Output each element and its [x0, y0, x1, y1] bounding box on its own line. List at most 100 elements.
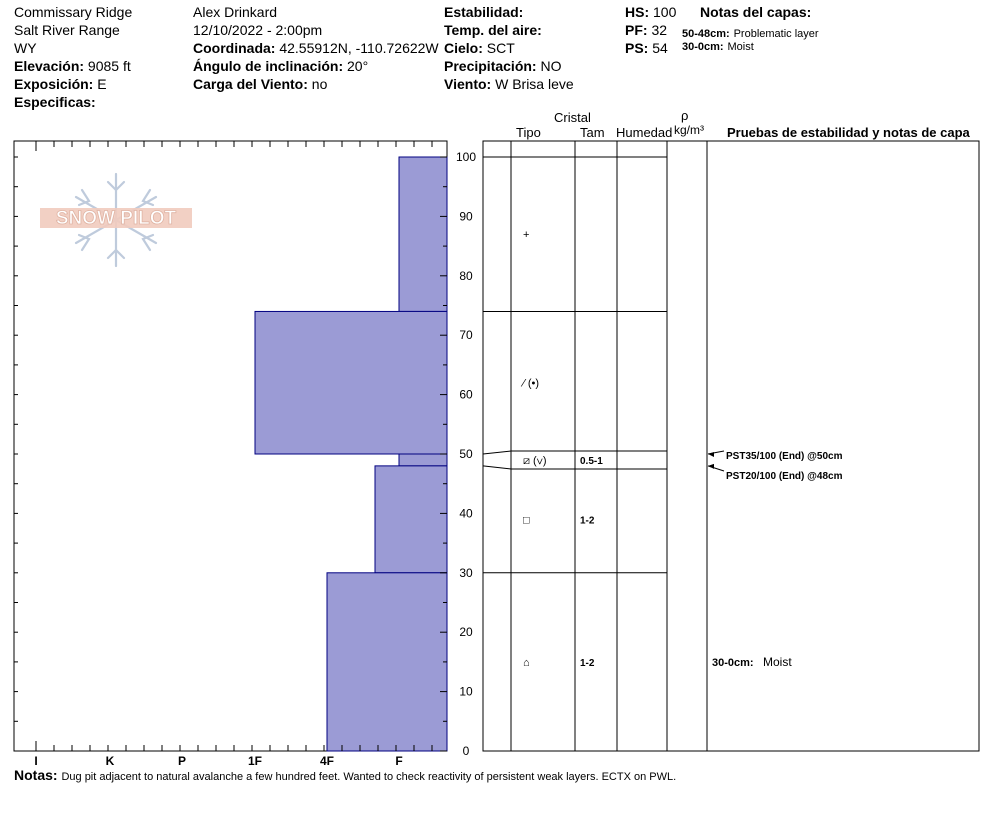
depth-axis-label: 50 [459, 447, 473, 461]
crystal-table-frame [482, 140, 980, 752]
wind-loading-value: no [311, 76, 328, 92]
test-pointer-head [708, 452, 714, 457]
elevation-label: Elevación: [14, 58, 85, 74]
snow-height: HS: 100 [625, 4, 676, 20]
notes-label: Notas: [14, 767, 58, 783]
foot-penetration: PF: 32 [625, 22, 667, 38]
pit-depth: PS: 54 [625, 40, 668, 56]
hardness-bar [374, 465, 448, 574]
hardness-bar [398, 453, 448, 467]
stability-test-result: PST35/100 (End) @50cm [726, 451, 843, 462]
elevation: Elevación: 9085 ft [14, 58, 131, 74]
crystal-type-symbol: ⌂ [523, 657, 530, 669]
crystal-type-symbol: ⧄ (∨) [523, 455, 547, 467]
observation-datetime: 12/10/2022 - 2:00pm [193, 22, 323, 38]
hardness-scale-label: 1F [248, 754, 262, 768]
size-header: Tam [580, 125, 605, 140]
air-temp-label: Temp. del aire: [444, 22, 542, 38]
wind-label: Viento: [444, 76, 492, 92]
logo-text: SNOW PILOT [56, 208, 177, 229]
crystal-size: 1-2 [580, 658, 595, 669]
coordinates: Coordinada: 42.55912N, -110.72622W [193, 40, 439, 56]
slope-angle-label: Ángulo de inclinación: [193, 58, 344, 74]
layer-boundary-connector [482, 465, 512, 470]
hardness-bar [326, 572, 448, 752]
depth-axis-label: 20 [459, 625, 473, 639]
layer-note-range: 50-48cm: [682, 28, 730, 40]
hardness-bar [398, 156, 448, 312]
sky-value: SCT [486, 40, 515, 56]
aspect-value: E [97, 76, 107, 92]
precipitation-value: NO [540, 58, 562, 74]
state: WY [14, 40, 37, 56]
precipitation: Precipitación: NO [444, 58, 561, 74]
hardness-scale-label: P [178, 754, 186, 768]
depth-axis-label: 0 [463, 744, 470, 758]
coordinates-label: Coordinada: [193, 40, 276, 56]
crystal-size: 0.5-1 [580, 456, 603, 467]
notes: Notas: Dug pit adjacent to natural avala… [14, 767, 676, 783]
stability-label: Estabilidad: [444, 4, 524, 20]
depth-axis-label: 100 [456, 150, 476, 164]
depth-axis-label: 40 [459, 506, 473, 520]
aspect: Exposición: E [14, 76, 107, 92]
slope-angle: Ángulo de inclinación: 20° [193, 58, 368, 74]
layer-note: 30-0cm: Moist [682, 37, 754, 53]
pit-depth-value: 54 [652, 40, 668, 56]
depth-axis-label: 60 [459, 388, 473, 402]
elevation-value: 9085 ft [87, 58, 131, 74]
crystal-type-symbol: + [523, 229, 529, 241]
moisture-header: Humedad [616, 125, 673, 140]
pit-depth-label: PS: [625, 40, 649, 56]
wind-loading: Carga del Viento: no [193, 76, 327, 92]
density-unit: kg/m³ [674, 123, 704, 137]
notes-text: Dug pit adjacent to natural avalanche a … [61, 771, 677, 783]
foot-penetration-value: 32 [651, 22, 668, 38]
depth-axis-label: 10 [459, 685, 473, 699]
hardness-scale-label: K [106, 754, 115, 768]
mountain-range: Salt River Range [14, 22, 120, 38]
snowpilot-logo: SNOW PILOT [40, 172, 192, 268]
density-symbol: ρ [681, 108, 689, 123]
layer-note: 50-48cm: Problematic layer [682, 24, 819, 40]
crystal-size: 1-2 [580, 515, 595, 526]
depth-axis-label: 30 [459, 566, 473, 580]
aspect-label: Exposición: [14, 76, 94, 92]
stability-tests-header: Pruebas de estabilidad y notas de capa [727, 125, 970, 140]
column-note-text: Moist [763, 655, 792, 669]
sky: Cielo: SCT [444, 40, 515, 56]
snow-height-value: 100 [653, 4, 677, 20]
sky-label: Cielo: [444, 40, 483, 56]
snow-height-label: HS: [625, 4, 650, 20]
observer-name: Alex Drinkard [193, 4, 278, 20]
layer-notes-title: Notas del capas: [700, 4, 812, 20]
wind-value: W Brisa leve [495, 76, 574, 92]
specifics-label: Especificas: [14, 94, 96, 110]
location-name: Commissary Ridge [14, 4, 133, 20]
coordinates-value: 42.55912N, -110.72622W [279, 40, 439, 56]
test-pointer-head [708, 463, 714, 469]
foot-penetration-label: PF: [625, 22, 648, 38]
column-note-range: 30-0cm: [712, 657, 754, 669]
depth-axis-label: 70 [459, 328, 473, 342]
depth-axis-label: 80 [459, 269, 473, 283]
hardness-scale-label: I [34, 754, 37, 768]
layer-note-text: Moist [727, 41, 754, 53]
depth-axis-label: 90 [459, 209, 473, 223]
crystal-header: Cristal [554, 110, 591, 125]
wind-loading-label: Carga del Viento: [193, 76, 308, 92]
crystal-type-symbol: □ [523, 514, 530, 526]
hardness-scale-label: 4F [320, 754, 334, 768]
wind: Viento: W Brisa leve [444, 76, 574, 92]
hardness-scale-label: F [395, 754, 402, 768]
slope-angle-value: 20° [347, 58, 369, 74]
type-header: Tipo [516, 125, 541, 140]
crystal-type-symbol: ⁄ (•) [520, 378, 539, 390]
precipitation-label: Precipitación: [444, 58, 537, 74]
stability-test-result: PST20/100 (End) @48cm [726, 471, 843, 482]
layer-note-text: Problematic layer [733, 28, 819, 40]
layer-note-range: 30-0cm: [682, 41, 724, 53]
layer-boundary-connector [482, 450, 512, 455]
hardness-bar [254, 310, 448, 455]
